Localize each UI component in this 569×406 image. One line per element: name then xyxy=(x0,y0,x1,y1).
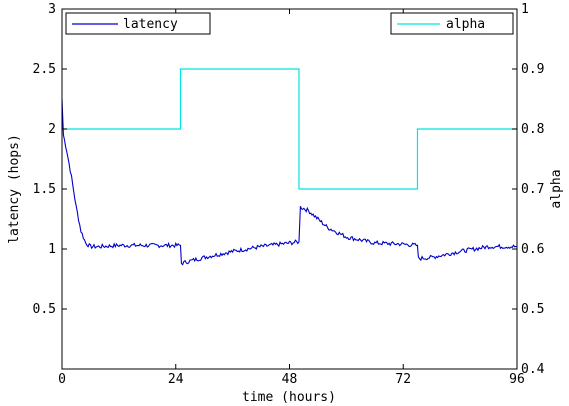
y-axis-left-label: latency (hops) xyxy=(7,134,22,244)
y-left-tick-label-5: 3 xyxy=(48,2,56,17)
y-right-tick-label-0: 0.4 xyxy=(521,362,545,377)
y-left-tick-label-0: 0.5 xyxy=(33,302,56,317)
legend-alpha: alpha xyxy=(390,12,514,35)
y-axis-right-label: alpha xyxy=(549,169,564,208)
y-left-tick-label-3: 2 xyxy=(48,122,56,137)
y-right-tick-label-2: 0.6 xyxy=(521,242,544,257)
x-tick-label-1: 24 xyxy=(168,372,184,387)
x-axis-label: time (hours) xyxy=(242,390,336,405)
x-tick-label-2: 48 xyxy=(282,372,298,387)
y-right-tick-label-6: 1 xyxy=(521,2,529,17)
ticks-layer: 0 24 48 72 96 0.5 1 1.5 2 2.5 3 0.4 0.5 0.6 0.7 0.8 0.9 1 xyxy=(33,2,545,387)
legend-latency-label: latency xyxy=(123,17,178,32)
series-latency-line xyxy=(61,98,518,266)
legend-latency-box xyxy=(65,12,211,35)
y-left-tick-label-4: 2.5 xyxy=(33,62,56,77)
legend-alpha-box xyxy=(390,12,514,35)
y-right-tick-label-1: 0.5 xyxy=(521,302,544,317)
y-right-tick-label-5: 0.9 xyxy=(521,62,544,77)
y-left-tick-label-1: 1 xyxy=(48,242,56,257)
plot-layer xyxy=(61,68,518,266)
legend-alpha-label: alpha xyxy=(446,17,485,32)
y-right-tick-label-4: 0.8 xyxy=(521,122,544,137)
y-left-tick-label-2: 1.5 xyxy=(33,182,56,197)
series-alpha-line xyxy=(62,68,517,190)
x-tick-label-3: 72 xyxy=(395,372,411,387)
x-tick-label-4: 96 xyxy=(509,372,525,387)
x-tick-label-0: 0 xyxy=(58,372,66,387)
y-right-tick-label-3: 0.7 xyxy=(521,182,544,197)
plot-frame xyxy=(61,8,518,370)
legend-latency: latency xyxy=(65,12,211,35)
